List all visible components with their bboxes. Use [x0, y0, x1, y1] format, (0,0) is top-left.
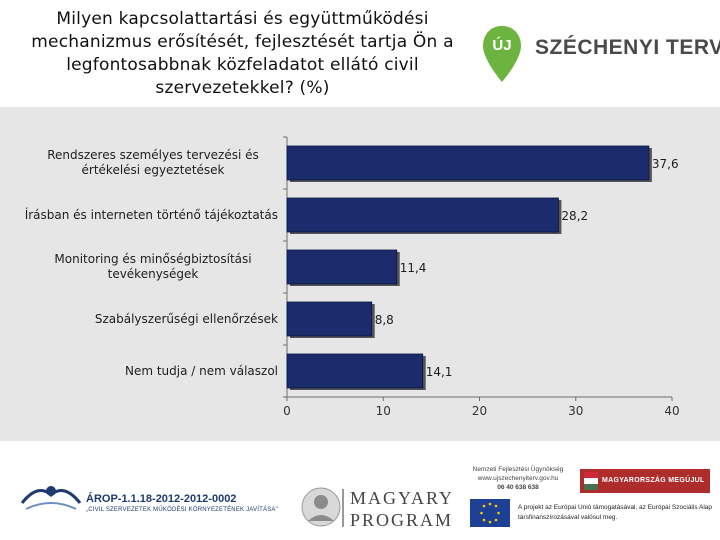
- title-line: mechanizmus erősítését, fejlesztését tar…: [31, 32, 454, 52]
- title-line: legfontosabbnak közfeladatot ellátó civi…: [66, 55, 419, 75]
- arop-subtitle: „CIVIL SZERVEZETEK MŰKÖDÉSI KÖRNYEZETÉNE…: [86, 507, 278, 513]
- ministry-banner: [580, 469, 710, 493]
- x-tick-label: 30: [568, 404, 583, 418]
- magyary-divider: [342, 489, 344, 527]
- logo-badge-text: ÚJ: [492, 37, 512, 54]
- data-label: 11,4: [400, 261, 427, 275]
- category-label-line: Írásban és interneten történő tájékoztat…: [24, 207, 278, 222]
- category-label: Rendszeres személyes tervezési és értékel…: [28, 148, 278, 178]
- magyary-subtitle: PROGRAM: [350, 510, 454, 530]
- logo-brand-text: SZÉCHENYI TERV: [535, 36, 720, 59]
- category-label-line: Szabályszerűségi ellenőrzések: [94, 311, 278, 326]
- slide-title: Milyen kapcsolattartási és együttműködés…: [10, 8, 475, 100]
- bar: [286, 301, 373, 337]
- category-label-line: értékelési egyeztetések: [81, 163, 225, 177]
- bar: [286, 197, 559, 233]
- category-label-line: Monitoring és minőségbiztosítási: [54, 252, 252, 266]
- eu-flag: [470, 499, 510, 527]
- category-label-line: Nem tudja / nem válaszol: [124, 363, 278, 378]
- arop-logo-icon: [20, 486, 82, 510]
- ministry-label: MAGYARORSZÁG MEGÚJUL: [602, 477, 705, 484]
- bar: [286, 145, 650, 181]
- category-label: Nem tudja / nem válaszol: [0, 364, 278, 379]
- data-label: 14,1: [426, 365, 453, 379]
- eu-funding-text: A projekt az Európai Unió támogatásával,…: [518, 504, 713, 521]
- data-label: 37,6: [652, 157, 679, 171]
- magyary-title: MAGYARY: [350, 488, 455, 508]
- nfu-line: www.ujszechenyiterv.gov.hu: [477, 475, 559, 482]
- x-tick-label: 20: [472, 404, 487, 418]
- title-line: szervezetekkel? (%): [155, 78, 330, 98]
- category-label: Írásban és interneten történő tájékoztat…: [0, 208, 278, 223]
- x-tick-label: 10: [376, 404, 391, 418]
- nfu-line: Nemzeti Fejlesztési Ügynökség: [472, 466, 564, 473]
- arop-code: ÁROP-1.1.18-2012-2012-0002: [86, 493, 237, 505]
- map-pin-icon: [483, 26, 521, 82]
- footer: ÁROP-1.1.18-2012-2012-0002 „CIVIL SZERVE…: [0, 441, 720, 540]
- hungarian-flag-icon: [584, 472, 598, 490]
- data-label: 28,2: [561, 209, 588, 223]
- category-label-line: Rendszeres személyes tervezési és: [47, 148, 259, 162]
- nfu-info: Nemzeti Fejlesztési Ügynökség www.ujszec…: [468, 465, 568, 492]
- uj-szechenyi-terv-logo: ÚJ SZÉCHENYI TERV: [480, 24, 720, 94]
- category-label-line: tevékenységek: [107, 267, 199, 281]
- category-label: Monitoring és minőségbiztosítási tevékeny…: [28, 252, 278, 282]
- title-line: Milyen kapcsolattartási és együttműködés…: [56, 9, 429, 29]
- data-label: 8,8: [375, 313, 394, 327]
- bar: [286, 353, 424, 389]
- magyary-portrait-icon: [301, 487, 341, 527]
- x-tick-label: 0: [283, 404, 291, 418]
- x-tick-label: 40: [664, 404, 679, 418]
- chart-panel: 0 10 20 30 40 37,6 28,2 11,4 8,8 14,1 Rendszeres …: [0, 107, 720, 441]
- category-label: Szabályszerűségi ellenőrzések: [0, 312, 278, 327]
- bar-chart: 0 10 20 30 40 37,6 28,2 11,4 8,8 14,1: [283, 136, 680, 418]
- bar: [286, 249, 398, 285]
- nfu-line: 06 40 638 638: [497, 484, 539, 491]
- eu-stars-icon: [480, 502, 500, 524]
